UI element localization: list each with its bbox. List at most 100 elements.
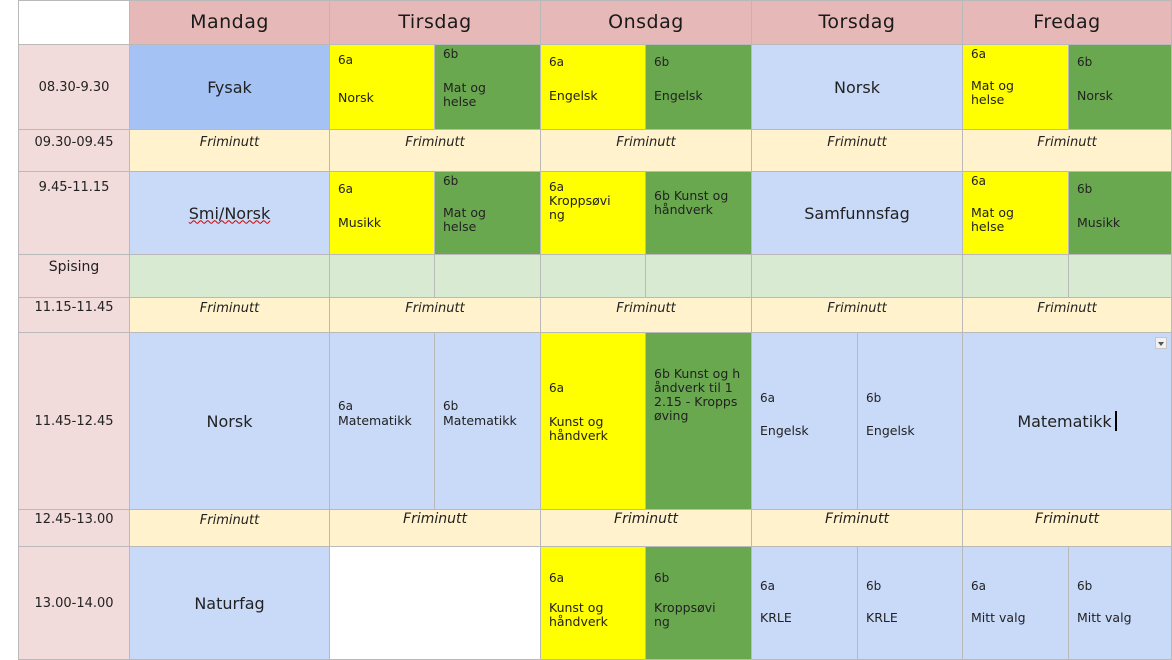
break-fri-2[interactable]: Friminutt bbox=[963, 298, 1172, 333]
cell-tue-1-6a[interactable]: 6a Norsk bbox=[330, 45, 435, 130]
class-tag: 6b bbox=[1077, 579, 1093, 593]
cell-mon-6[interactable]: Norsk bbox=[130, 333, 330, 510]
class-tag: 6a bbox=[338, 399, 353, 413]
cell-wed-3-6a[interactable]: 6a Kroppsøving bbox=[541, 172, 646, 255]
subject-label: Kunst og håndverk bbox=[549, 600, 608, 629]
time-cell-3[interactable]: 9.45-11.15 bbox=[18, 172, 130, 255]
class-tag: 6b bbox=[1077, 55, 1093, 69]
break-wed-3[interactable]: Friminutt bbox=[541, 510, 752, 547]
cell-thu-6-6a[interactable]: 6a Engelsk bbox=[752, 333, 858, 510]
cell-wed-4-6b[interactable] bbox=[646, 255, 752, 298]
time-cell-5[interactable]: 11.15-11.45 bbox=[18, 298, 130, 333]
cell-tue-6-6a[interactable]: 6a Matematikk bbox=[330, 333, 435, 510]
cell-tue-1-6b[interactable]: 6b Mat og helse bbox=[435, 45, 541, 130]
corner-cell[interactable] bbox=[18, 0, 130, 45]
time-cell-7[interactable]: 12.45-13.00 bbox=[18, 510, 130, 547]
class-tag: 6b bbox=[866, 391, 882, 405]
cell-wed-3-6b[interactable]: 6b Kunst og håndverk bbox=[646, 172, 752, 255]
time-cell-1[interactable]: 08.30-9.30 bbox=[18, 45, 130, 130]
cell-fri-1-6b[interactable]: 6b Norsk bbox=[1069, 45, 1172, 130]
break-tue-1[interactable]: Friminutt bbox=[330, 130, 541, 172]
time-label: 9.45-11.15 bbox=[38, 180, 110, 195]
break-label: Friminutt bbox=[825, 511, 889, 527]
break-fri-3[interactable]: Friminutt bbox=[963, 510, 1172, 547]
class-tag: 6a bbox=[549, 571, 564, 585]
subject-label: Samfunnsfag bbox=[804, 203, 910, 223]
day-header-monday[interactable]: Mandag bbox=[130, 0, 330, 45]
day-label: Torsdag bbox=[818, 11, 896, 33]
break-mon-3[interactable]: Friminutt bbox=[130, 510, 330, 547]
time-label: 11.45-12.45 bbox=[34, 413, 114, 429]
time-label: 12.45-13.00 bbox=[34, 512, 114, 527]
subject-label: Norsk bbox=[338, 90, 374, 105]
cell-tue-4-6b[interactable] bbox=[435, 255, 541, 298]
cell-wed-6-6b[interactable]: 6b Kunst og håndverk til 12.15 - Kroppsø… bbox=[646, 333, 752, 510]
break-label: Friminutt bbox=[199, 135, 260, 150]
break-label: Friminutt bbox=[1037, 301, 1097, 316]
class-tag: 6a bbox=[760, 579, 775, 593]
cell-tue-4-6a[interactable] bbox=[330, 255, 435, 298]
subject-label: Musikk bbox=[338, 215, 382, 230]
cell-fri-3-6a[interactable]: 6a Mat og helse bbox=[963, 172, 1069, 255]
cell-thu-8-6a[interactable]: 6a KRLE bbox=[752, 547, 858, 660]
day-header-friday[interactable]: Fredag bbox=[963, 0, 1172, 45]
subject-label: Norsk bbox=[1077, 88, 1113, 103]
break-wed-2[interactable]: Friminutt bbox=[541, 298, 752, 333]
cell-mon-1[interactable]: Fysak bbox=[130, 45, 330, 130]
cell-mon-8[interactable]: Naturfag bbox=[130, 547, 330, 660]
cell-fri-3-6b[interactable]: 6b Musikk bbox=[1069, 172, 1172, 255]
cell-fri-8-6b[interactable]: 6b Mitt valg bbox=[1069, 547, 1172, 660]
class-tag: 6a bbox=[760, 391, 775, 405]
day-header-thursday[interactable]: Torsdag bbox=[752, 0, 963, 45]
break-tue-2[interactable]: Friminutt bbox=[330, 298, 541, 333]
cell-tue-3-6a[interactable]: 6a Musikk bbox=[330, 172, 435, 255]
day-header-tuesday[interactable]: Tirsdag bbox=[330, 0, 541, 45]
cell-fri-4-6b[interactable] bbox=[1069, 255, 1172, 298]
time-cell-6[interactable]: 11.45-12.45 bbox=[18, 333, 130, 510]
break-thu-1[interactable]: Friminutt bbox=[752, 130, 963, 172]
cell-thu-8-6b[interactable]: 6b KRLE bbox=[858, 547, 963, 660]
cell-tue-3-6b[interactable]: 6b Mat og helse bbox=[435, 172, 541, 255]
cell-wed-1-6a[interactable]: 6a Engelsk bbox=[541, 45, 646, 130]
cell-tue-6-6b[interactable]: 6b Matematikk bbox=[435, 333, 541, 510]
cell-wed-6-6a[interactable]: 6a Kunst og håndverk bbox=[541, 333, 646, 510]
dropdown-arrow-icon[interactable] bbox=[1155, 337, 1167, 349]
time-cell-8[interactable]: 13.00-14.00 bbox=[18, 547, 130, 660]
subject-label: 6b Kunst og håndverk bbox=[654, 188, 729, 217]
cell-wed-8-6b[interactable]: 6b Kroppsøving bbox=[646, 547, 752, 660]
cell-mon-4[interactable] bbox=[130, 255, 330, 298]
time-label: 11.15-11.45 bbox=[34, 300, 114, 315]
day-header-wednesday[interactable]: Onsdag bbox=[541, 0, 752, 45]
time-cell-4[interactable]: Spising bbox=[18, 255, 130, 298]
cell-mon-3[interactable]: Smi/Norsk bbox=[130, 172, 330, 255]
cell-fri-8-6a[interactable]: 6a Mitt valg bbox=[963, 547, 1069, 660]
cell-fri-6[interactable]: Matematikk bbox=[963, 333, 1172, 510]
break-thu-3[interactable]: Friminutt bbox=[752, 510, 963, 547]
time-label: 08.30-9.30 bbox=[38, 79, 110, 95]
cell-wed-1-6b[interactable]: 6b Engelsk bbox=[646, 45, 752, 130]
break-fri-1[interactable]: Friminutt bbox=[963, 130, 1172, 172]
cell-wed-8-6a[interactable]: 6a Kunst og håndverk bbox=[541, 547, 646, 660]
break-thu-2[interactable]: Friminutt bbox=[752, 298, 963, 333]
cell-tue-8[interactable] bbox=[330, 547, 541, 660]
break-mon-1[interactable]: Friminutt bbox=[130, 130, 330, 172]
break-tue-3[interactable]: Friminutt bbox=[330, 510, 541, 547]
break-wed-1[interactable]: Friminutt bbox=[541, 130, 752, 172]
text-cursor bbox=[1114, 411, 1117, 431]
cell-thu-6-6b[interactable]: 6b Engelsk bbox=[858, 333, 963, 510]
class-tag: 6b bbox=[443, 174, 459, 188]
cell-fri-1-6a[interactable]: 6a Mat og helse bbox=[963, 45, 1069, 130]
cell-thu-1[interactable]: Norsk bbox=[752, 45, 963, 130]
break-mon-2[interactable]: Friminutt bbox=[130, 298, 330, 333]
subject-label: Norsk bbox=[834, 77, 880, 97]
cell-thu-3[interactable]: Samfunnsfag bbox=[752, 172, 963, 255]
time-cell-2[interactable]: 09.30-09.45 bbox=[18, 130, 130, 172]
cell-wed-4-6a[interactable] bbox=[541, 255, 646, 298]
subject-label: Mat og helse bbox=[971, 78, 1014, 107]
break-label: Friminutt bbox=[1037, 135, 1097, 150]
subject-label: Kroppsøving bbox=[549, 193, 611, 222]
break-label: Friminutt bbox=[616, 301, 676, 316]
break-label: Friminutt bbox=[827, 135, 887, 150]
cell-fri-4-6a[interactable] bbox=[963, 255, 1069, 298]
cell-thu-4[interactable] bbox=[752, 255, 963, 298]
